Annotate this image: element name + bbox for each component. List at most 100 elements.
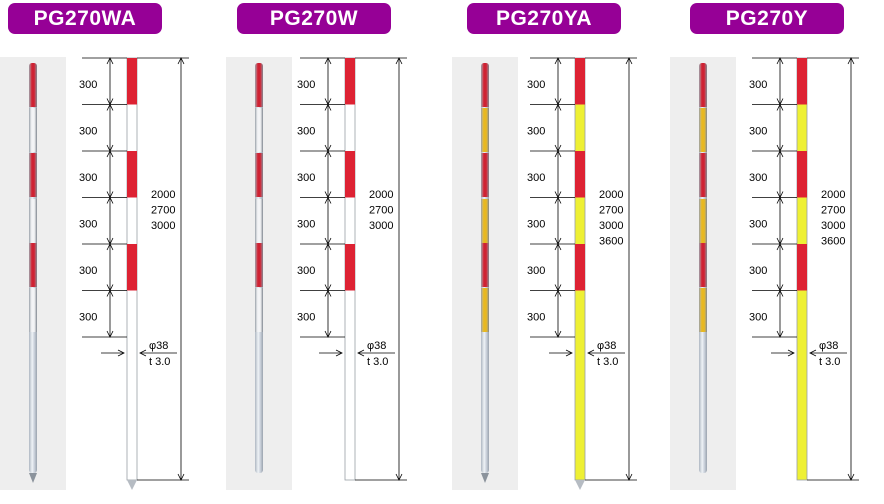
overall-length-option: 2700 <box>151 205 175 217</box>
segment-length-label: 300 <box>527 79 545 91</box>
pole-photo-red-band <box>481 63 489 107</box>
pole-photo-band <box>29 199 37 243</box>
pole-photo-body <box>481 63 489 473</box>
model-badge: PG270Y <box>690 3 844 34</box>
segment-length-label: 300 <box>79 79 97 91</box>
pole-photo-red-band <box>699 63 707 107</box>
overall-length-option: 3000 <box>151 220 175 232</box>
pole-photo-band <box>699 199 707 243</box>
pole-photo-band <box>29 288 37 332</box>
pole-drawing-red-band <box>797 151 807 198</box>
overall-length-option: 2700 <box>369 205 393 217</box>
pole-photo-red-band <box>29 243 37 287</box>
product-photo <box>0 57 66 490</box>
pole-photo-body <box>255 63 263 473</box>
pole-photo-band <box>255 199 263 243</box>
pole-photo-red-band <box>255 243 263 287</box>
pole-photo-red-band <box>699 243 707 287</box>
pole-photo-band <box>699 288 707 332</box>
pole-photo-red-band <box>29 153 37 197</box>
pole-photo-red-band <box>699 153 707 197</box>
pole-drawing-tip <box>127 480 137 490</box>
segment-length-label: 300 <box>527 126 545 138</box>
segment-length-label: 300 <box>749 265 767 277</box>
technical-drawing: 300 300 300 300 300 300 2000 2700 3000 3600 φ38 t 3… <box>749 57 859 481</box>
segment-length-label: 300 <box>79 312 97 324</box>
model-badge: PG270W <box>237 3 391 34</box>
pole-photo-band <box>481 108 489 152</box>
pole-photo-red-band <box>255 63 263 107</box>
pole-photo-tip <box>29 473 37 483</box>
technical-drawing: 300 300 300 300 300 300 2000 2700 3000 φ38 t 3.0 <box>79 57 189 490</box>
pole-photo-band <box>255 108 263 152</box>
pole-photo-red-band <box>481 153 489 197</box>
diameter-label: φ38 <box>149 340 168 352</box>
pole-photo-red-band <box>255 153 263 197</box>
diameter-label: φ38 <box>819 340 838 352</box>
product-photo <box>452 57 518 490</box>
pole-drawing-red-band <box>127 58 137 105</box>
pole-photo-band <box>481 288 489 332</box>
product-photo <box>670 57 736 490</box>
segment-length-label: 300 <box>79 265 97 277</box>
pole-drawing-red-band <box>575 244 585 291</box>
segment-length-label: 300 <box>749 312 767 324</box>
pole-photo-red-band <box>29 63 37 107</box>
pole-drawing-red-band <box>127 244 137 291</box>
diameter-label: φ38 <box>367 340 386 352</box>
segment-length-label: 300 <box>79 219 97 231</box>
pole-drawing-red-band <box>127 151 137 198</box>
segment-length-label: 300 <box>749 79 767 91</box>
pole-photo-red-band <box>481 243 489 287</box>
overall-length-option: 2700 <box>599 205 623 217</box>
segment-length-label: 300 <box>297 172 315 184</box>
overall-length-option: 3000 <box>599 220 623 232</box>
overall-length-option: 2700 <box>821 205 845 217</box>
pole-drawing-red-band <box>345 151 355 198</box>
overall-length-option: 2000 <box>821 189 845 201</box>
pole-drawing-red-band <box>797 58 807 105</box>
thickness-label: t 3.0 <box>819 356 840 368</box>
segment-length-label: 300 <box>749 219 767 231</box>
overall-length-option: 3600 <box>599 236 623 248</box>
segment-length-label: 300 <box>297 312 315 324</box>
technical-drawing: 300 300 300 300 300 300 2000 2700 3000 3600 φ38 t 3… <box>527 57 637 490</box>
product-photo <box>226 57 292 490</box>
segment-length-label: 300 <box>527 312 545 324</box>
pole-drawing-tip <box>575 480 585 490</box>
pole-drawing-red-band <box>797 244 807 291</box>
segment-length-label: 300 <box>527 265 545 277</box>
pole-drawing-red-band <box>575 58 585 105</box>
segment-length-label: 300 <box>297 265 315 277</box>
thickness-label: t 3.0 <box>597 356 618 368</box>
overall-length-option: 3600 <box>821 236 845 248</box>
pole-drawing-red-band <box>345 244 355 291</box>
segment-length-label: 300 <box>749 172 767 184</box>
diameter-label: φ38 <box>597 340 616 352</box>
model-badge: PG270WA <box>8 3 162 34</box>
overall-length-option: 2000 <box>599 189 623 201</box>
thickness-label: t 3.0 <box>367 356 388 368</box>
segment-length-label: 300 <box>79 172 97 184</box>
pole-drawing-red-band <box>345 58 355 105</box>
segment-length-label: 300 <box>297 79 315 91</box>
pole-photo-band <box>699 108 707 152</box>
overall-length-option: 3000 <box>821 220 845 232</box>
overall-length-option: 3000 <box>369 220 393 232</box>
pole-photo-body <box>699 63 707 473</box>
thickness-label: t 3.0 <box>149 356 170 368</box>
overall-length-option: 2000 <box>369 189 393 201</box>
pole-photo-band <box>255 288 263 332</box>
segment-length-label: 300 <box>527 219 545 231</box>
pole-photo-band <box>29 108 37 152</box>
segment-length-label: 300 <box>749 126 767 138</box>
segment-length-label: 300 <box>297 219 315 231</box>
pole-photo-band <box>481 199 489 243</box>
pole-photo-tip <box>481 473 489 483</box>
pole-photo-body <box>29 63 37 473</box>
segment-length-label: 300 <box>79 126 97 138</box>
pole-drawing-red-band <box>575 151 585 198</box>
segment-length-label: 300 <box>527 172 545 184</box>
overall-length-option: 2000 <box>151 189 175 201</box>
